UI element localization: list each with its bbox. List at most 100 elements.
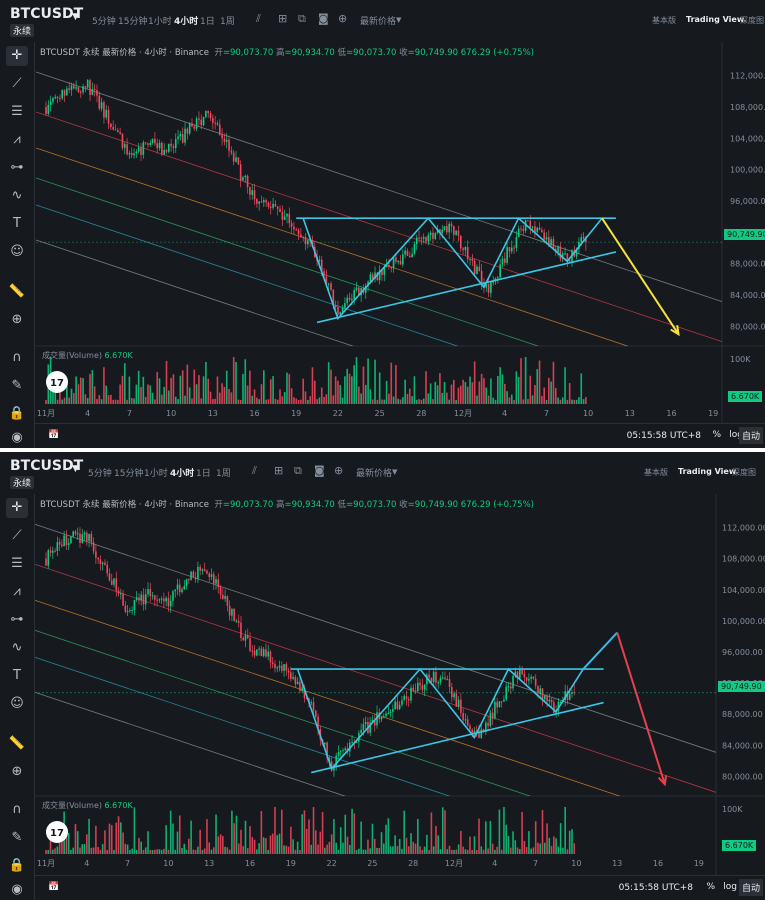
- timeframe-5m[interactable]: 5分钟: [88, 469, 112, 479]
- volume-bar: [552, 361, 555, 404]
- horizontal-lines-icon[interactable]: ☰: [11, 104, 23, 119]
- timeframe-1w[interactable]: 1周: [220, 17, 235, 27]
- magnet-icon[interactable]: ∩: [12, 350, 22, 365]
- volume-bar: [92, 847, 95, 854]
- fib-icon[interactable]: ⊶: [10, 160, 24, 175]
- timeframe-4h[interactable]: 4小时: [170, 469, 195, 479]
- pattern-icon[interactable]: ⩘: [13, 584, 21, 599]
- pattern-icon[interactable]: ⩘: [13, 132, 21, 147]
- symbol-title[interactable]: BTCUSDT: [10, 6, 84, 22]
- crosshair-icon[interactable]: ✛: [6, 46, 28, 66]
- candle-body: [274, 663, 276, 668]
- view-depth[interactable]: 深度图: [740, 16, 764, 25]
- volume-bar: [70, 849, 72, 854]
- price-type-menu[interactable]: 最新价格: [360, 17, 397, 27]
- volume-bar: [436, 385, 439, 404]
- ruler-icon[interactable]: 📏: [8, 736, 26, 751]
- fib-icon[interactable]: ⊶: [10, 612, 24, 627]
- chevron-down-icon[interactable]: ▼: [392, 468, 398, 476]
- timeframe-1h[interactable]: 1小时: [144, 469, 168, 479]
- pen-lock-icon[interactable]: ✎: [11, 378, 23, 393]
- camera-icon[interactable]: ◙: [318, 12, 329, 25]
- view-basic[interactable]: 基本版: [644, 468, 668, 477]
- zoom-in-icon[interactable]: ⊕: [11, 764, 23, 779]
- candle-body: [397, 260, 400, 262]
- candle-body: [106, 564, 109, 574]
- pen-lock-icon[interactable]: ✎: [11, 830, 23, 845]
- candle-body: [324, 742, 326, 745]
- view-basic[interactable]: 基本版: [652, 16, 676, 25]
- view-depth[interactable]: 深度图: [732, 468, 756, 477]
- timeframe-1d[interactable]: 1日: [196, 469, 211, 479]
- lock-icon[interactable]: 🔒: [8, 858, 26, 873]
- timeframe-15m[interactable]: 15分钟: [118, 17, 148, 27]
- chevron-down-icon[interactable]: ▼: [396, 16, 402, 24]
- auto-scale-button[interactable]: 自动: [738, 427, 763, 444]
- candle-body: [580, 237, 583, 242]
- candle-body: [462, 248, 464, 251]
- trendline-icon[interactable]: ⟋: [12, 528, 22, 543]
- price-type-menu[interactable]: 最新价格: [356, 469, 393, 479]
- emoji-icon[interactable]: ☺: [10, 244, 24, 259]
- lock-icon[interactable]: 🔒: [8, 406, 26, 421]
- volume-bar: [367, 839, 369, 854]
- percent-toggle[interactable]: %: [712, 430, 721, 440]
- timeframe-1h[interactable]: 1小时: [148, 17, 172, 27]
- timeframe-1w[interactable]: 1周: [216, 469, 231, 479]
- view-tradingview[interactable]: Trading View: [678, 467, 737, 476]
- horizontal-lines-icon[interactable]: ☰: [11, 556, 23, 571]
- candle-body: [269, 651, 272, 663]
- candle-body: [492, 281, 495, 283]
- log-toggle[interactable]: log: [729, 430, 743, 440]
- text-icon[interactable]: T: [13, 668, 21, 683]
- zoom-in-icon[interactable]: ⊕: [11, 312, 23, 327]
- calendar-icon[interactable]: 📅: [48, 430, 60, 440]
- timeframe-1d[interactable]: 1日: [200, 17, 215, 27]
- auto-scale-button[interactable]: 自动: [738, 879, 763, 896]
- trendline-icon[interactable]: ⟋: [12, 76, 22, 91]
- chart-type-icon[interactable]: ⊞: [274, 464, 284, 477]
- log-toggle[interactable]: log: [723, 882, 737, 892]
- candle-body: [439, 229, 441, 233]
- volume-bar: [297, 399, 300, 404]
- symbol-title[interactable]: BTCUSDT: [10, 458, 84, 474]
- add-indicator-icon[interactable]: ⊕: [334, 464, 344, 477]
- emoji-icon[interactable]: ☺: [10, 696, 24, 711]
- timeframe-5m[interactable]: 5分钟: [92, 17, 116, 27]
- candle-body: [383, 716, 385, 718]
- candle-body: [374, 272, 376, 279]
- indicators-icon[interactable]: ⫽: [256, 12, 261, 25]
- add-indicator-icon[interactable]: ⊕: [338, 12, 348, 25]
- eye-icon[interactable]: ◉: [11, 882, 23, 897]
- camera-icon[interactable]: ◙: [314, 464, 325, 477]
- magnet-icon[interactable]: ∩: [12, 802, 22, 817]
- indicators-icon[interactable]: ⫽: [252, 464, 257, 477]
- chevron-down-icon[interactable]: ▼: [72, 464, 79, 474]
- chevron-down-icon[interactable]: ▼: [72, 12, 79, 22]
- timeframe-15m[interactable]: 15分钟: [114, 469, 144, 479]
- candle-body: [434, 232, 437, 239]
- crosshair-icon[interactable]: ✛: [6, 498, 28, 518]
- template-icon[interactable]: ⧉: [298, 12, 306, 25]
- chart-canvas[interactable]: 112,000.00 108,000.00 104,000.00 100,000.00…: [0, 452, 765, 900]
- candle-body: [491, 712, 494, 719]
- wave-icon[interactable]: ∿: [11, 188, 23, 203]
- legend-title: BTCUSDT 永续 最新价格 · 4小时 · Binance: [40, 500, 209, 510]
- volume-legend: 成交量(Volume) 6.670K: [42, 350, 133, 361]
- candle-body: [79, 533, 81, 543]
- calendar-icon[interactable]: 📅: [48, 882, 60, 892]
- percent-toggle[interactable]: %: [706, 882, 715, 892]
- eye-icon[interactable]: ◉: [11, 430, 23, 445]
- chart-canvas[interactable]: 112,000.00 108,000.00 104,000.00 100,000.00…: [0, 0, 765, 448]
- text-icon[interactable]: T: [13, 216, 21, 231]
- view-tradingview[interactable]: Trading View: [686, 15, 745, 24]
- template-icon[interactable]: ⧉: [294, 464, 302, 477]
- candle-body: [84, 86, 87, 88]
- volume-bar: [335, 842, 337, 854]
- wave-icon[interactable]: ∿: [11, 640, 23, 655]
- volume-bar: [59, 384, 61, 404]
- chart-type-icon[interactable]: ⊞: [278, 12, 288, 25]
- ruler-icon[interactable]: 📏: [8, 284, 26, 299]
- candle-body: [575, 249, 578, 257]
- timeframe-4h[interactable]: 4小时: [174, 17, 199, 27]
